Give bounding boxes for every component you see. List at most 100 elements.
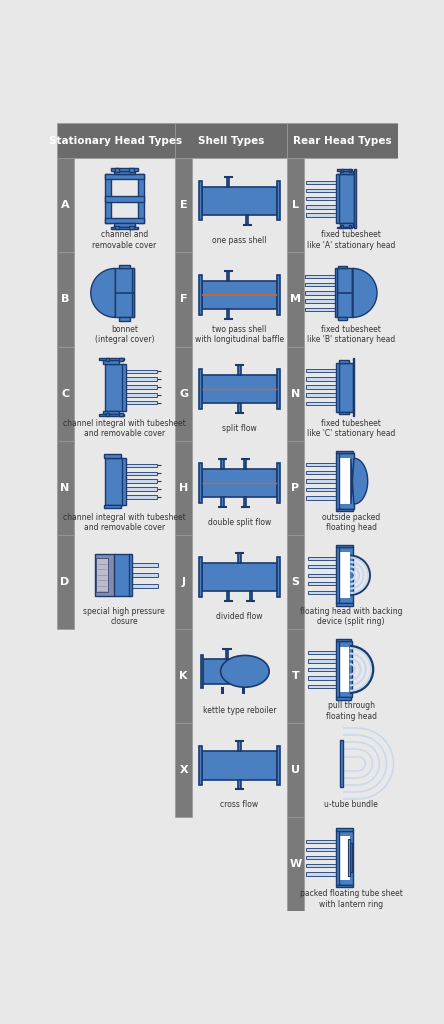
- Bar: [306, 872, 338, 876]
- Bar: [175, 159, 287, 253]
- Text: packed floating tube sheet
with lantern ring: packed floating tube sheet with lantern …: [300, 890, 403, 909]
- Bar: [337, 226, 352, 228]
- Bar: [114, 171, 135, 174]
- Bar: [175, 159, 192, 253]
- Bar: [227, 591, 229, 601]
- Bar: [287, 346, 398, 440]
- Bar: [119, 317, 130, 321]
- Bar: [308, 659, 338, 663]
- Bar: [306, 488, 338, 492]
- Bar: [95, 554, 115, 597]
- Bar: [114, 223, 135, 227]
- Ellipse shape: [221, 655, 269, 687]
- Bar: [348, 839, 350, 877]
- Text: one pass shell: one pass shell: [212, 236, 267, 245]
- Bar: [221, 459, 224, 469]
- Bar: [104, 455, 121, 458]
- Bar: [287, 253, 304, 346]
- Bar: [340, 836, 350, 880]
- Bar: [336, 828, 353, 830]
- Bar: [175, 535, 287, 629]
- Bar: [339, 359, 349, 362]
- Bar: [287, 159, 304, 253]
- Bar: [335, 268, 337, 317]
- Text: H: H: [179, 482, 188, 493]
- Bar: [340, 223, 353, 226]
- Bar: [175, 723, 287, 817]
- Text: U: U: [291, 765, 300, 775]
- Polygon shape: [353, 268, 377, 317]
- Bar: [341, 169, 343, 172]
- Bar: [305, 283, 337, 287]
- Text: T: T: [291, 671, 299, 681]
- Bar: [306, 197, 338, 201]
- Bar: [119, 357, 123, 361]
- Bar: [244, 498, 246, 507]
- Bar: [336, 509, 353, 511]
- Bar: [278, 463, 280, 503]
- Bar: [287, 159, 398, 253]
- Bar: [129, 225, 134, 229]
- Bar: [338, 641, 352, 697]
- Bar: [306, 188, 338, 193]
- Bar: [96, 558, 108, 592]
- Bar: [306, 479, 338, 483]
- Bar: [127, 378, 157, 381]
- Bar: [336, 885, 353, 887]
- Bar: [306, 385, 338, 389]
- Bar: [104, 505, 121, 508]
- Bar: [336, 545, 353, 548]
- Bar: [238, 403, 241, 413]
- Text: F: F: [180, 295, 187, 304]
- Text: P: P: [291, 482, 299, 493]
- Text: outside packed
floating head: outside packed floating head: [322, 513, 380, 532]
- Bar: [199, 463, 202, 503]
- Bar: [57, 723, 175, 817]
- Bar: [287, 253, 398, 346]
- Bar: [127, 472, 157, 475]
- Polygon shape: [91, 268, 115, 317]
- Bar: [132, 584, 158, 588]
- Bar: [105, 458, 123, 505]
- Bar: [308, 668, 338, 671]
- Bar: [278, 181, 280, 220]
- Text: channel integral with tubesheet
and removable cover: channel integral with tubesheet and remo…: [63, 419, 186, 438]
- Bar: [202, 281, 278, 309]
- Bar: [127, 393, 157, 396]
- Bar: [308, 565, 338, 568]
- Bar: [336, 451, 353, 454]
- Bar: [132, 268, 135, 317]
- Text: S: S: [291, 577, 299, 587]
- Bar: [111, 168, 138, 171]
- Bar: [129, 168, 134, 172]
- Bar: [338, 830, 353, 885]
- Bar: [138, 174, 144, 223]
- Bar: [57, 535, 74, 629]
- Bar: [337, 169, 352, 171]
- Bar: [105, 196, 144, 202]
- Bar: [246, 215, 248, 224]
- Text: u-tube bundle: u-tube bundle: [324, 801, 378, 810]
- Bar: [336, 697, 351, 699]
- Text: bonnet
(integral cover): bonnet (integral cover): [95, 325, 154, 344]
- Bar: [349, 225, 351, 228]
- Text: cross flow: cross flow: [220, 801, 258, 810]
- Bar: [57, 159, 175, 253]
- Bar: [57, 629, 175, 723]
- Bar: [115, 268, 134, 317]
- Bar: [105, 174, 144, 179]
- Bar: [338, 265, 347, 268]
- Bar: [199, 745, 202, 785]
- Bar: [111, 227, 138, 229]
- Text: fixed tubesheet
like 'B' stationary head: fixed tubesheet like 'B' stationary head: [307, 325, 395, 344]
- Bar: [305, 274, 337, 279]
- Text: pull through
floating head: pull through floating head: [325, 701, 377, 721]
- Bar: [114, 554, 130, 597]
- Text: K: K: [179, 671, 188, 681]
- Bar: [336, 641, 340, 697]
- Bar: [106, 413, 109, 416]
- Bar: [199, 181, 202, 220]
- Text: M: M: [290, 295, 301, 304]
- Bar: [308, 583, 338, 586]
- Bar: [123, 458, 127, 505]
